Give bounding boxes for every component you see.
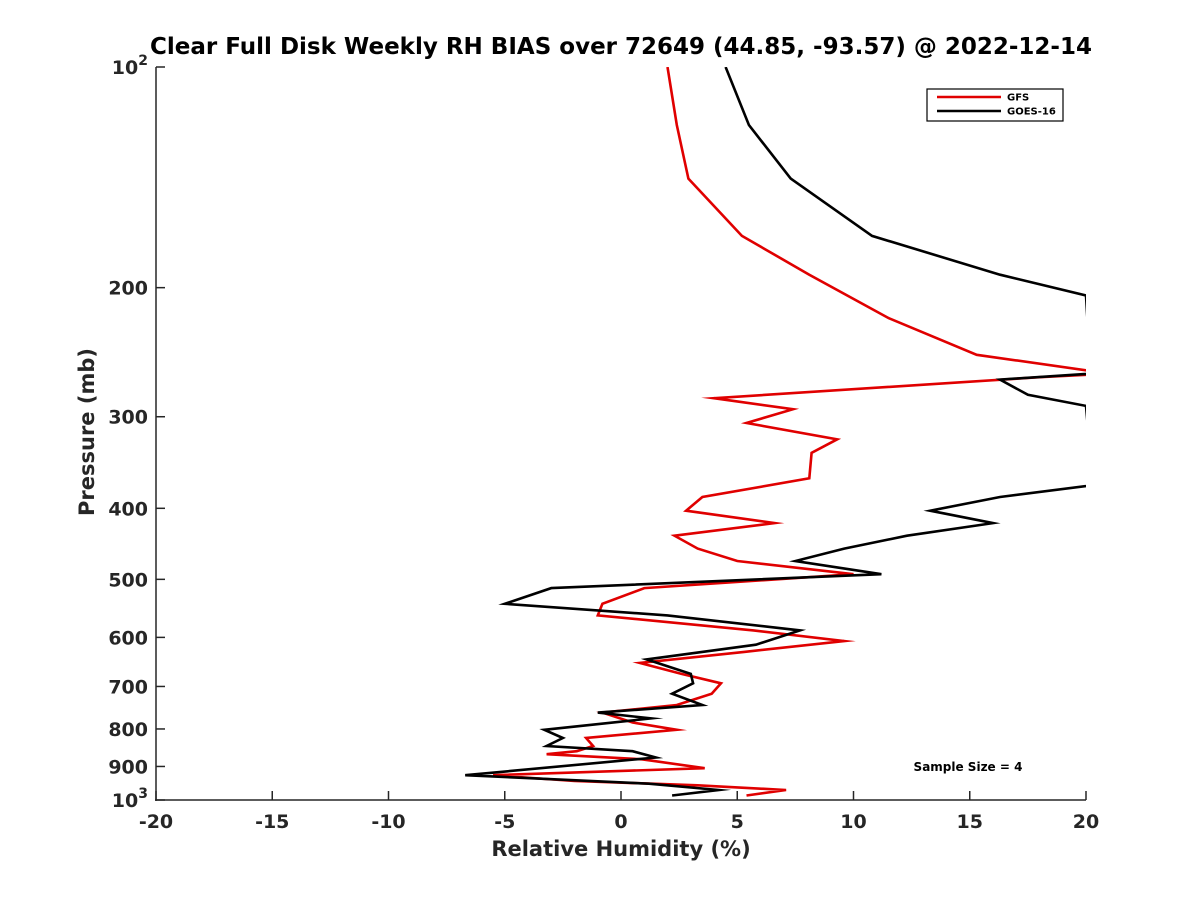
y-tick-label: 500 [108, 569, 148, 591]
y-tick-label: 400 [108, 498, 148, 520]
x-tick-label: 5 [731, 811, 744, 833]
sample-size-note: Sample Size = 4 [914, 760, 1023, 774]
series-group [465, 67, 1086, 797]
x-tick-label: 10 [840, 811, 866, 833]
series-line-gfs [493, 67, 1086, 797]
x-tick-label: -15 [255, 811, 289, 833]
x-tick-label: -5 [494, 811, 515, 833]
x-tick-label: 20 [1073, 811, 1099, 833]
y-tick-label: 600 [108, 627, 148, 649]
y-tick-label: 102 [112, 53, 148, 79]
x-axis-label: Relative Humidity (%) [491, 837, 750, 861]
y-tick-label: 900 [108, 756, 148, 778]
legend-label: GOES-16 [1007, 107, 1056, 118]
x-tick-label: 0 [614, 811, 627, 833]
plot-area [465, 67, 1086, 797]
x-tick-label: -20 [139, 811, 173, 833]
legend-label: GFS [1007, 93, 1029, 104]
legend: GFS GOES-16 [926, 88, 1064, 122]
x-tick-label: -10 [371, 811, 405, 833]
y-tick-label: 800 [108, 719, 148, 741]
x-axis: -20 -15 -10 -5 0 5 10 15 20 [139, 791, 1099, 833]
y-tick-label: 103 [112, 786, 148, 812]
y-tick-label: 200 [108, 278, 148, 300]
y-axis: 102 200 300 400 500 600 700 800 900 103 [108, 53, 165, 812]
y-axis-label: Pressure (mb) [75, 348, 99, 516]
chart-title: Clear Full Disk Weekly RH BIAS over 7264… [150, 34, 1092, 60]
series-line-goes-16 [465, 67, 1086, 797]
legend-box [926, 88, 1064, 122]
x-tick-label: 15 [957, 811, 983, 833]
y-tick-label: 300 [108, 407, 148, 429]
y-tick-label: 700 [108, 676, 148, 698]
